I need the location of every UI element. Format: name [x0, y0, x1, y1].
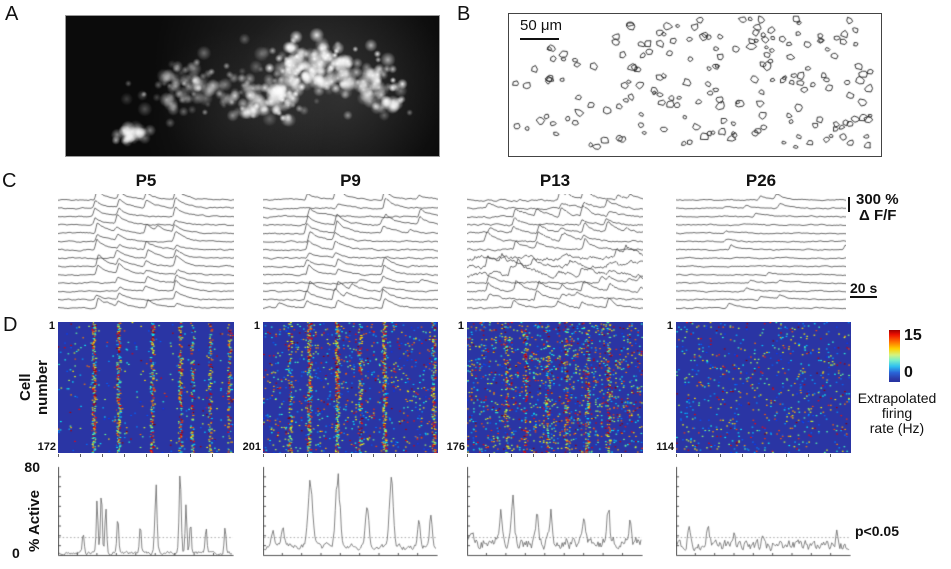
heatmap-p13-x-ticks [467, 454, 643, 457]
cell-outline-map-canvas [509, 14, 879, 154]
amplitude-scalebar-line [848, 197, 850, 212]
trace-column-p9-canvas [263, 194, 438, 312]
time-scalebar-line [850, 296, 877, 298]
heatmap-p9-x-ticks [263, 454, 438, 457]
colorbar-title: Extrapolated firing rate (Hz) [843, 391, 951, 436]
age-label-p9: P9 [340, 171, 361, 190]
heatmap-p5-top-tick: 1 [48, 320, 55, 332]
heatmap-p5-canvas [58, 322, 234, 453]
age-label-p5: P5 [135, 171, 157, 190]
active-ymax-label: 80 [24, 459, 40, 475]
heatmap-p13-top-tick: 1 [457, 320, 464, 332]
colorbar [889, 330, 900, 382]
amplitude-scale-unit: Δ F/F [859, 207, 897, 224]
cell-outline-map-box: 50 μm [508, 13, 882, 157]
heatmap-p9-top-tick: 1 [253, 320, 260, 332]
time-scale-value: 20 s [850, 280, 878, 296]
colorbar-max-label: 15 [904, 327, 922, 344]
colorbar-min-label: 0 [904, 364, 913, 381]
active-ymin-label: 0 [12, 545, 20, 561]
panel-c-label: C [2, 170, 17, 192]
active-plot-p9-canvas [263, 465, 438, 557]
heatmap-p9-canvas [263, 322, 438, 453]
amplitude-scale-value: 300 % [856, 191, 899, 208]
age-label-p26: P26 [745, 171, 777, 190]
heatmap-p26-x-ticks [676, 454, 851, 457]
trace-column-p5-canvas [58, 194, 234, 312]
percent-active-axis-label: % Active [26, 490, 43, 552]
heatmap-p13-canvas [467, 322, 643, 453]
trace-column-p13-canvas [467, 194, 643, 312]
colorbar-title-line3: rate (Hz) [869, 420, 925, 436]
colorbar-title-line2: firing [881, 405, 913, 421]
scalebar-line [520, 38, 559, 40]
panel-d-label: D [3, 314, 18, 336]
active-plot-p13-canvas [467, 465, 643, 557]
heatmap-p26-canvas [676, 322, 851, 453]
colorbar-title-line1: Extrapolated [857, 390, 937, 406]
active-plot-p26-canvas [676, 465, 851, 557]
active-plot-p5-canvas [58, 465, 234, 557]
scalebar-label: 50 μm [520, 17, 562, 34]
fluorescence-image-canvas [65, 15, 440, 157]
heatmap-p5-cell-count: 172 [37, 441, 56, 453]
age-label-p13: P13 [539, 171, 571, 190]
heatmap-p13-cell-count: 176 [446, 441, 465, 453]
panel-a-label: A [5, 3, 19, 25]
heatmap-p26-cell-count: 114 [656, 441, 674, 453]
trace-column-p26-canvas [676, 194, 846, 312]
significance-threshold-label: p<0.05 [855, 523, 899, 539]
panel-b-label: B [457, 3, 471, 25]
cell-number-axis-label: Cell number [17, 359, 51, 415]
heatmap-p26-top-tick: 1 [666, 320, 673, 332]
heatmap-p5-x-ticks [58, 454, 234, 457]
heatmap-p9-cell-count: 201 [242, 441, 261, 453]
